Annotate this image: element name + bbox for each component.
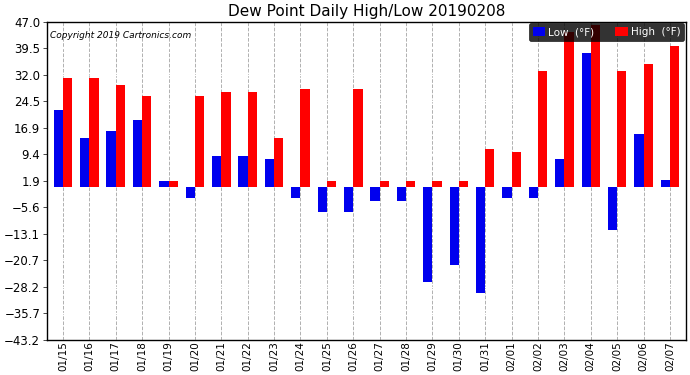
- Bar: [634, 135, 644, 188]
- Bar: [116, 85, 125, 188]
- Bar: [159, 181, 168, 188]
- Bar: [512, 152, 521, 188]
- Bar: [168, 181, 178, 188]
- Bar: [327, 181, 336, 188]
- Bar: [371, 188, 380, 201]
- Bar: [54, 110, 63, 188]
- Bar: [476, 188, 485, 293]
- Bar: [459, 181, 468, 188]
- Bar: [608, 188, 618, 230]
- Bar: [591, 25, 600, 188]
- Bar: [502, 188, 512, 198]
- Bar: [661, 180, 670, 188]
- Bar: [274, 138, 284, 188]
- Bar: [317, 188, 327, 212]
- Bar: [248, 92, 257, 188]
- Bar: [195, 96, 204, 188]
- Bar: [80, 138, 89, 188]
- Bar: [89, 78, 99, 188]
- Bar: [582, 53, 591, 188]
- Bar: [529, 188, 538, 198]
- Bar: [300, 88, 310, 188]
- Bar: [353, 88, 362, 188]
- Bar: [450, 188, 459, 265]
- Bar: [538, 71, 547, 188]
- Bar: [618, 71, 627, 188]
- Bar: [221, 92, 230, 188]
- Bar: [186, 188, 195, 198]
- Bar: [564, 32, 573, 188]
- Bar: [265, 159, 274, 188]
- Bar: [291, 188, 300, 198]
- Bar: [142, 96, 151, 188]
- Bar: [133, 120, 142, 188]
- Bar: [397, 188, 406, 201]
- Legend: Low  (°F), High  (°F): Low (°F), High (°F): [529, 23, 684, 41]
- Text: Copyright 2019 Cartronics.com: Copyright 2019 Cartronics.com: [50, 31, 192, 40]
- Bar: [106, 131, 116, 188]
- Bar: [423, 188, 433, 282]
- Bar: [63, 78, 72, 188]
- Bar: [212, 156, 221, 188]
- Bar: [239, 156, 248, 188]
- Bar: [670, 46, 679, 188]
- Bar: [406, 181, 415, 188]
- Bar: [344, 188, 353, 212]
- Bar: [644, 64, 653, 188]
- Title: Dew Point Daily High/Low 20190208: Dew Point Daily High/Low 20190208: [228, 4, 505, 19]
- Bar: [380, 181, 389, 188]
- Bar: [555, 159, 564, 188]
- Bar: [485, 148, 495, 188]
- Bar: [433, 181, 442, 188]
